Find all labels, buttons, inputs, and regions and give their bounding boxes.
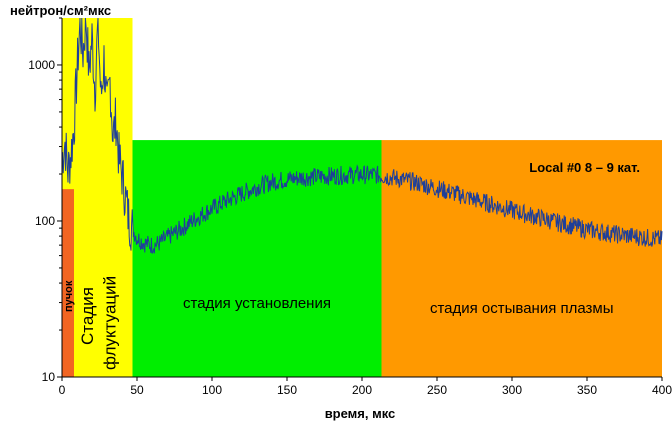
stage-regions: [62, 18, 662, 377]
region-0: [62, 189, 74, 377]
x-tick-label-8: 400: [652, 383, 672, 397]
x-axis-title: время, мкс: [325, 406, 396, 421]
ticks: 0 50 100 150 200 250 300 350 400 10 100 1000: [28, 17, 672, 397]
x-tick-label-0: 0: [59, 383, 66, 397]
x-tick-label-1: 50: [130, 383, 144, 397]
region-label-establish: стадия установления: [183, 295, 331, 312]
x-tick-label-7: 350: [577, 383, 597, 397]
region-label-fluct-1: Стадия: [78, 287, 97, 345]
y-tick-label-0: 10: [42, 370, 56, 384]
region-label-beam: пучок: [63, 280, 75, 312]
x-tick-label-3: 150: [277, 383, 297, 397]
y-tick-label-1: 100: [35, 214, 55, 228]
y-axis-title: нейтрон/см²мкс: [10, 3, 111, 18]
region-3: [381, 140, 662, 377]
x-tick-label-5: 250: [427, 383, 447, 397]
x-tick-label-4: 200: [352, 383, 372, 397]
region-labels: пучок Стадия флуктуаций стадия установления…: [63, 276, 614, 370]
series-layer: [61, 17, 663, 254]
y-tick-label-2: 1000: [28, 58, 55, 72]
region-label-fluct-2: флуктуаций: [101, 276, 120, 370]
x-tick-label-2: 100: [202, 383, 222, 397]
x-tick-label-6: 300: [502, 383, 522, 397]
legend-label: Local #0 8 – 9 кат.: [529, 160, 640, 175]
region-label-cooling: стадия остывания плазмы: [430, 300, 614, 317]
series-line: [61, 17, 663, 254]
